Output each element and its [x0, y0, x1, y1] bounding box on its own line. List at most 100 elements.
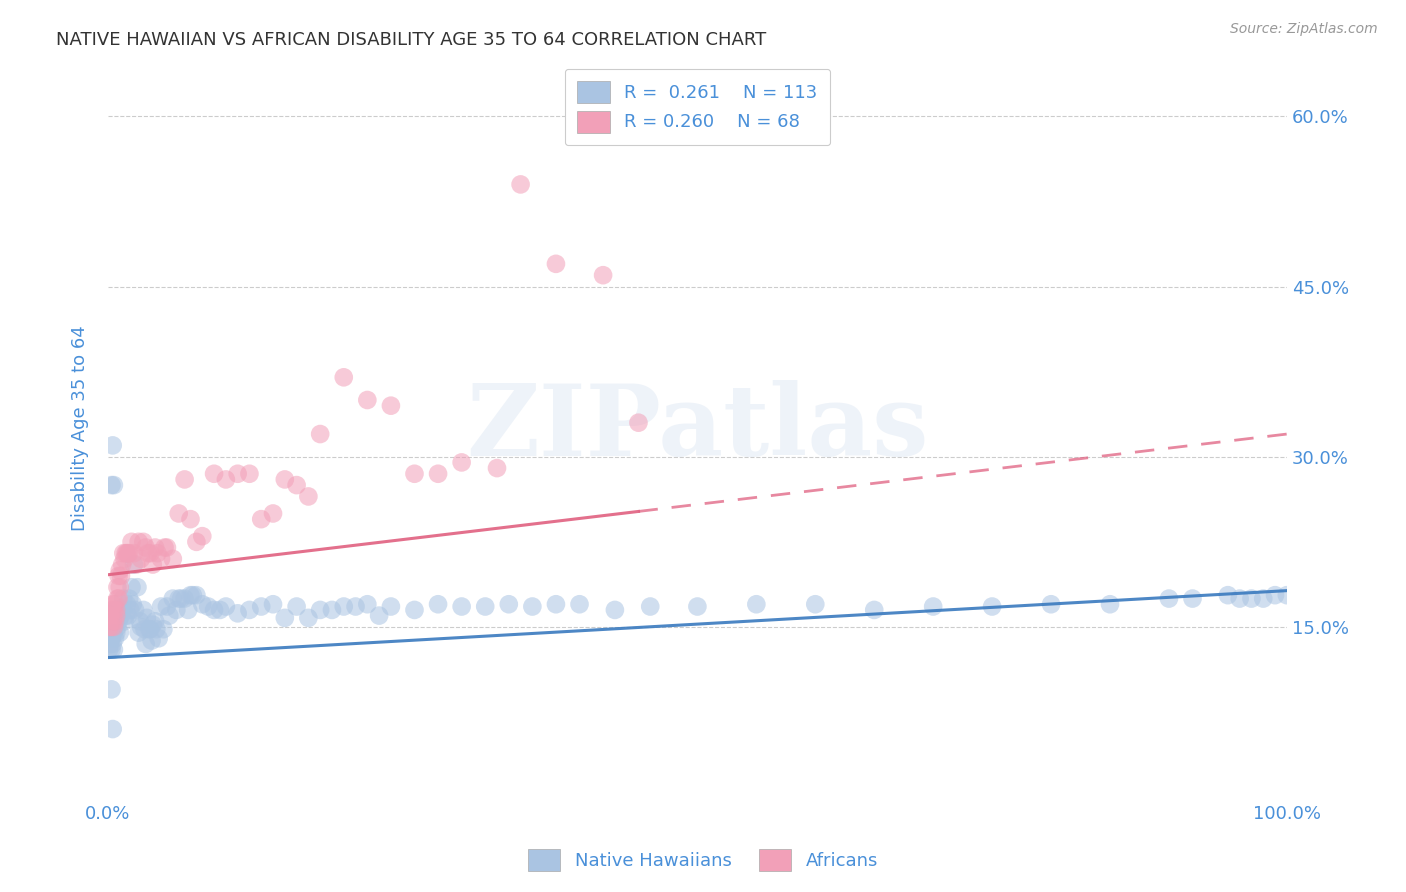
Point	[101, 722, 124, 736]
Point	[167, 591, 190, 606]
Point	[142, 617, 165, 632]
Point	[128, 614, 150, 628]
Point	[141, 633, 163, 648]
Point	[179, 512, 201, 526]
Point	[103, 603, 125, 617]
Point	[165, 603, 187, 617]
Point	[167, 507, 190, 521]
Point	[104, 597, 127, 611]
Point	[103, 642, 125, 657]
Point	[197, 599, 219, 614]
Point	[142, 558, 165, 572]
Point	[101, 637, 124, 651]
Point	[122, 546, 145, 560]
Point	[404, 467, 426, 481]
Point	[104, 614, 127, 628]
Point	[107, 591, 129, 606]
Point	[121, 597, 143, 611]
Point	[297, 490, 319, 504]
Point	[686, 599, 709, 614]
Point	[177, 603, 200, 617]
Point	[104, 614, 127, 628]
Point	[170, 591, 193, 606]
Point	[105, 608, 128, 623]
Point	[138, 622, 160, 636]
Point	[146, 546, 169, 560]
Point	[173, 591, 195, 606]
Point	[145, 622, 167, 636]
Point	[108, 563, 131, 577]
Point	[215, 599, 238, 614]
Point	[110, 608, 132, 623]
Point	[804, 597, 827, 611]
Point	[262, 507, 284, 521]
Point	[108, 625, 131, 640]
Point	[152, 622, 174, 636]
Point	[124, 603, 146, 617]
Point	[863, 603, 886, 617]
Point	[100, 682, 122, 697]
Point	[107, 569, 129, 583]
Point	[122, 558, 145, 572]
Point	[112, 546, 135, 560]
Point	[107, 580, 129, 594]
Point	[297, 611, 319, 625]
Point	[238, 467, 260, 481]
Point	[143, 541, 166, 555]
Point	[100, 478, 122, 492]
Point	[115, 546, 138, 560]
Point	[150, 599, 173, 614]
Point	[108, 603, 131, 617]
Point	[101, 614, 124, 628]
Point	[128, 625, 150, 640]
Point	[274, 472, 297, 486]
Point	[181, 588, 204, 602]
Point	[202, 467, 225, 481]
Point	[107, 608, 129, 623]
Point	[309, 603, 332, 617]
Point	[404, 603, 426, 617]
Point	[107, 614, 129, 628]
Point	[274, 611, 297, 625]
Point	[250, 512, 273, 526]
Point	[498, 597, 520, 611]
Point	[150, 552, 173, 566]
Point	[922, 599, 945, 614]
Point	[125, 558, 148, 572]
Y-axis label: Disability Age 35 to 64: Disability Age 35 to 64	[72, 326, 89, 532]
Point	[1157, 591, 1180, 606]
Point	[101, 614, 124, 628]
Legend: Native Hawaiians, Africans: Native Hawaiians, Africans	[520, 842, 886, 879]
Point	[745, 597, 768, 611]
Point	[380, 599, 402, 614]
Point	[100, 603, 122, 617]
Point	[98, 632, 121, 646]
Point	[115, 597, 138, 611]
Point	[105, 603, 128, 617]
Point	[226, 607, 249, 621]
Point	[544, 597, 567, 611]
Point	[344, 599, 367, 614]
Point	[1229, 591, 1251, 606]
Point	[107, 603, 129, 617]
Point	[309, 427, 332, 442]
Point	[98, 608, 121, 623]
Point	[522, 599, 544, 614]
Point	[981, 599, 1004, 614]
Point	[139, 546, 162, 560]
Point	[380, 399, 402, 413]
Point	[136, 546, 159, 560]
Point	[103, 478, 125, 492]
Text: ZIPatlas: ZIPatlas	[467, 380, 928, 477]
Point	[108, 580, 131, 594]
Point	[120, 603, 142, 617]
Point	[100, 642, 122, 657]
Point	[173, 472, 195, 486]
Point	[105, 603, 128, 617]
Point	[544, 257, 567, 271]
Point	[162, 552, 184, 566]
Point	[129, 620, 152, 634]
Point	[215, 472, 238, 486]
Point	[427, 597, 450, 611]
Point	[110, 569, 132, 583]
